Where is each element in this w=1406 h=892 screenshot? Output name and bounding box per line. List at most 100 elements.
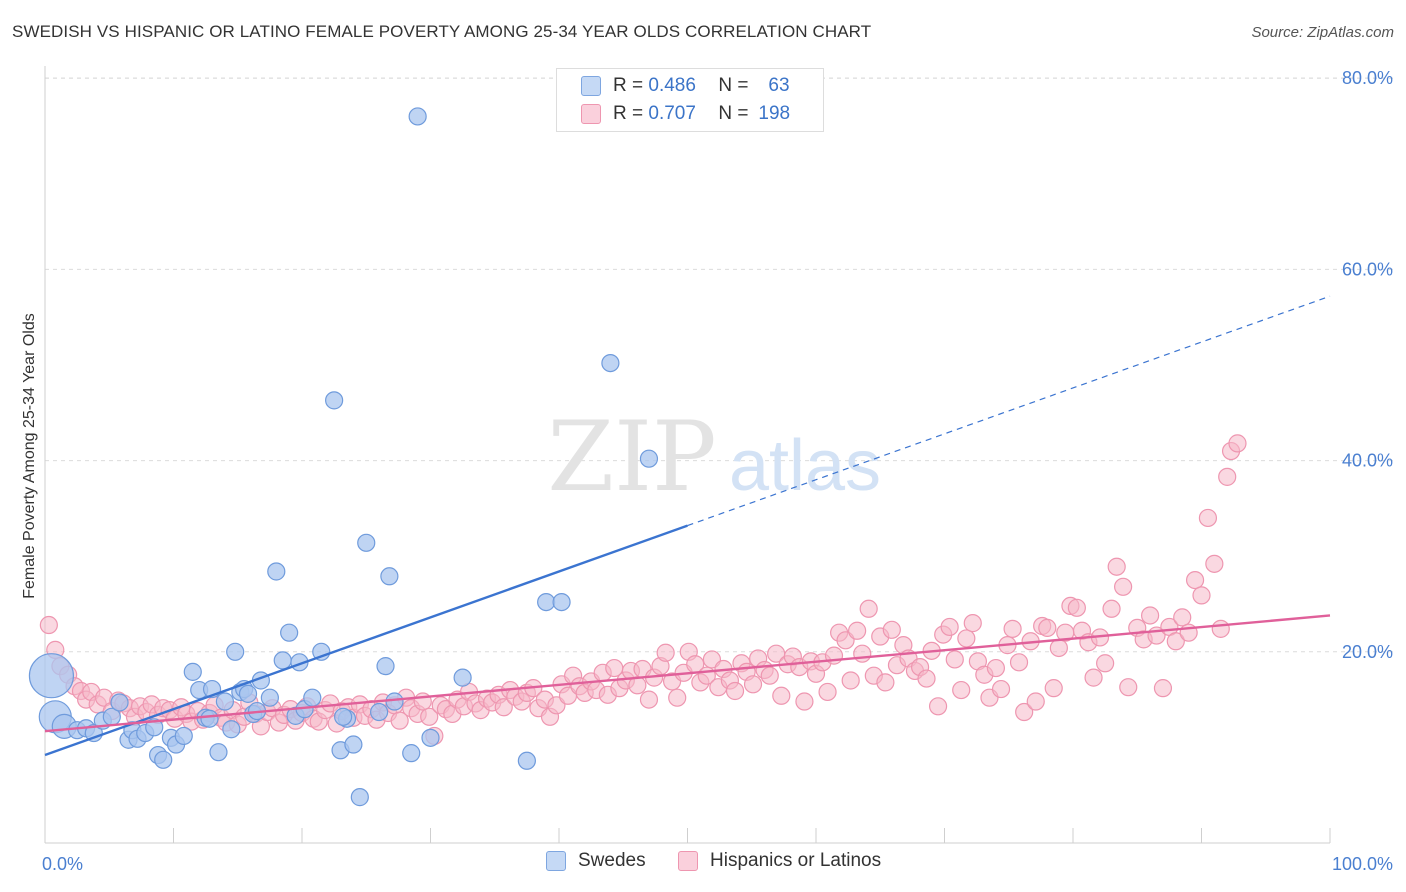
swedes-point: [215, 692, 234, 711]
hispanics-point: [841, 671, 860, 690]
bottom-legend-swatch-swedes: [546, 851, 566, 871]
swedes-trend-line: [44, 524, 688, 757]
hispanics-point: [1185, 570, 1205, 590]
x-tick-label: 100.0%: [1332, 854, 1393, 874]
swedes-point: [421, 728, 440, 747]
hispanics-point: [940, 617, 959, 637]
hispanics-point: [1049, 638, 1068, 658]
legend-r-value: 0.486: [648, 75, 696, 96]
hispanics-point: [1166, 632, 1185, 651]
swedes-point: [453, 668, 472, 687]
swedes-point: [370, 702, 389, 722]
legend-n-value: 198: [758, 103, 791, 124]
hispanics-point: [1015, 702, 1034, 722]
swedes-trend-extension: [687, 295, 1331, 527]
y-tick-label: 80.0%: [1342, 68, 1393, 88]
hispanics-point: [1038, 618, 1057, 638]
swedes-point: [110, 693, 129, 712]
hispanics-point: [986, 658, 1006, 678]
swedes-point: [537, 592, 556, 612]
legend-r-label: R =: [613, 103, 644, 124]
hispanics-point: [760, 666, 779, 685]
bottom-legend-swatch-hispanics: [678, 851, 698, 871]
bottom-legend-hispanics: Hispanics or Latinos: [678, 850, 881, 872]
hispanics-point: [390, 711, 409, 730]
swedes-point: [28, 653, 75, 699]
bottom-legend: Swedes Hispanics or Latinos: [0, 850, 1406, 878]
hispanics-point: [725, 681, 745, 701]
swedes-point: [517, 751, 536, 770]
bottom-legend-swedes: Swedes: [546, 850, 646, 872]
swedes-point: [222, 720, 241, 739]
watermark-atlas: atlas: [729, 426, 881, 506]
legend-r-value: 0.707: [648, 103, 696, 124]
swedes-point: [238, 684, 258, 703]
swedes-point: [385, 692, 404, 711]
swedes-point: [260, 688, 279, 707]
x-tick-label: 0.0%: [42, 854, 83, 874]
swedes-point: [200, 709, 219, 728]
hispanics-point: [639, 690, 659, 709]
swedes-point: [344, 735, 363, 754]
hispanics-point: [743, 675, 763, 694]
legend-box: R = 0.486 N = 63 R = 0.707 N = 198: [556, 68, 824, 132]
grid-lines: [45, 77, 1393, 653]
legend-row-hispanics: R = 0.707 N = 198: [581, 101, 790, 127]
swedes-point: [145, 718, 164, 737]
hispanics-point: [1107, 557, 1126, 576]
hispanics-point: [963, 614, 982, 633]
hispanics-trend-line: [44, 614, 1331, 733]
hispanics-point: [494, 698, 513, 717]
bottom-legend-label-swedes: Swedes: [578, 850, 646, 871]
swedes-point: [552, 592, 571, 612]
swedes-point: [376, 657, 395, 676]
hispanics-point: [1198, 508, 1218, 528]
legend-r-label: R =: [613, 75, 644, 96]
swedes-point: [303, 688, 322, 707]
hispanics-point: [772, 686, 791, 705]
swedes-point: [639, 449, 659, 468]
legend-n-label: N =: [718, 75, 749, 96]
hispanics-point: [928, 697, 948, 716]
swedes-point: [601, 353, 620, 373]
chart-title: SWEDISH VS HISPANIC OR LATINO FEMALE POV…: [12, 22, 872, 41]
watermark-zip: ZIP: [547, 401, 716, 513]
swedes-point: [350, 788, 369, 807]
hispanics-point: [1009, 653, 1029, 672]
hispanics-point: [848, 621, 867, 640]
hispanics-point: [656, 643, 675, 662]
series-swedes-points: [28, 107, 659, 807]
hispanics-point: [957, 629, 976, 648]
hispanics-point: [795, 692, 814, 711]
swedes-point: [334, 707, 353, 726]
swedes-point: [408, 107, 427, 126]
swedes-point: [402, 744, 421, 763]
hispanics-point: [945, 650, 964, 669]
swedes-point: [280, 623, 299, 642]
legend-n-label: N =: [718, 103, 749, 124]
hispanics-point: [1084, 668, 1103, 687]
hispanics-point: [1102, 599, 1121, 618]
swedes-point: [273, 651, 292, 670]
y-tick-label: 60.0%: [1342, 259, 1393, 279]
legend-swatch-hispanics: [581, 104, 601, 124]
hispanics-point: [1114, 577, 1133, 596]
y-tick-label: 40.0%: [1342, 451, 1393, 471]
hispanics-point: [952, 680, 971, 700]
hispanics-point: [917, 669, 936, 688]
hispanics-point: [39, 615, 58, 635]
hispanics-point: [853, 644, 872, 663]
hispanics-point: [876, 673, 895, 692]
swedes-point: [174, 726, 193, 746]
hispanics-point: [818, 682, 837, 702]
legend-n-value: 63: [768, 75, 790, 96]
hispanics-point: [1140, 606, 1160, 625]
legend-row-swedes: R = 0.486 N = 63: [581, 73, 790, 99]
hispanics-point: [420, 707, 439, 726]
hispanics-point: [991, 679, 1011, 699]
trend-lines: [44, 295, 1331, 757]
swedes-point: [154, 750, 173, 769]
bottom-legend-label-hispanics: Hispanics or Latinos: [710, 850, 882, 871]
hispanics-point: [1228, 434, 1247, 453]
